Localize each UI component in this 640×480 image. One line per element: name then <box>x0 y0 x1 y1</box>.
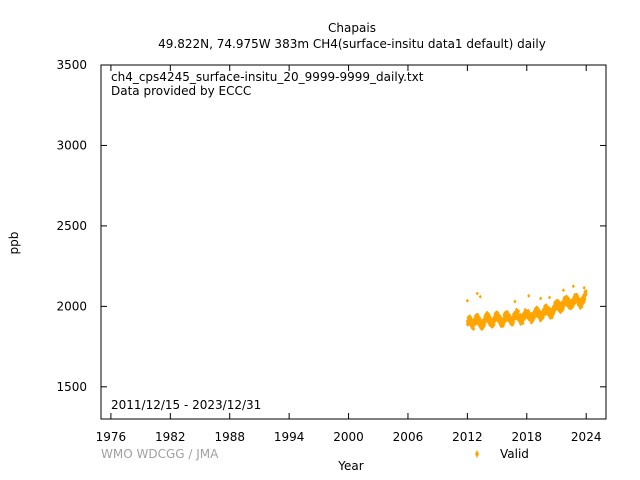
data-point <box>520 314 524 319</box>
x-tick-label: 1982 <box>155 430 186 444</box>
data-point-outlier <box>465 298 469 303</box>
data-point <box>516 309 521 314</box>
data-point <box>561 305 565 310</box>
data-point-outlier <box>527 293 531 298</box>
data-point <box>523 309 527 314</box>
provider-annotation: Data provided by ECCC <box>111 84 251 98</box>
data-point <box>516 311 520 316</box>
y-tick-label: 2500 <box>56 219 87 233</box>
x-tick-label: 1988 <box>214 430 245 444</box>
data-point <box>504 310 508 315</box>
data-point <box>580 304 584 309</box>
data-point-outlier <box>513 299 517 304</box>
data-point-outlier <box>547 295 552 300</box>
y-tick-label: 2000 <box>56 299 87 313</box>
data-point <box>553 307 557 312</box>
data-point <box>541 315 545 320</box>
data-point <box>471 327 476 332</box>
data-point <box>489 317 494 322</box>
x-tick-label: 2012 <box>452 430 483 444</box>
data-point-outlier <box>582 285 586 290</box>
data-point <box>467 317 472 322</box>
data-point-outlier <box>571 284 575 289</box>
y-axis-label: ppb <box>7 232 21 255</box>
filename-annotation: ch4_cps4245_surface-insitu_20_9999-9999_… <box>111 70 424 84</box>
data-point <box>488 314 492 319</box>
data-point <box>469 316 473 321</box>
y-tick-label: 3000 <box>56 138 87 152</box>
data-point <box>496 310 500 315</box>
data-point <box>532 316 536 321</box>
data-point <box>538 310 542 315</box>
data-point <box>468 314 472 319</box>
data-point <box>515 312 519 317</box>
data-point-outlier <box>475 291 479 296</box>
data-point <box>487 312 491 317</box>
y-tick-label: 3500 <box>56 58 87 72</box>
x-axis-label: Year <box>337 459 363 473</box>
data-point <box>507 312 511 317</box>
data-points <box>465 284 588 332</box>
data-point <box>527 315 531 320</box>
data-point-outlier <box>478 294 482 299</box>
x-tick-label: 2024 <box>571 430 602 444</box>
data-point <box>551 313 555 318</box>
data-point <box>493 314 497 319</box>
legend-marker <box>475 450 479 458</box>
data-point <box>583 296 587 301</box>
data-point <box>485 310 489 315</box>
chart-title: Chapais <box>328 21 376 35</box>
credit-text: WMO WDCGG / JMA <box>101 447 219 461</box>
data-point <box>492 322 496 327</box>
data-point <box>480 326 485 331</box>
data-point <box>521 321 525 326</box>
data-point <box>584 288 588 293</box>
legend-label-valid: Valid <box>500 447 529 461</box>
data-point <box>557 303 561 308</box>
data-point <box>470 319 474 324</box>
x-tick-label: 2018 <box>512 430 543 444</box>
y-axis: 1500 2000 2500 3000 3500 <box>56 58 606 394</box>
data-point <box>505 309 510 314</box>
data-point-outlier <box>539 296 543 301</box>
legend: Valid <box>475 447 529 461</box>
data-point <box>502 315 506 320</box>
data-point <box>476 314 481 319</box>
data-point <box>483 320 487 325</box>
data-point <box>584 292 588 297</box>
chart-subtitle: 49.822N, 74.975W 383m CH4(surface-insitu… <box>158 37 546 51</box>
period-annotation: 2011/12/15 - 2023/12/31 <box>111 398 261 412</box>
data-point <box>482 321 486 326</box>
y-tick-label: 1500 <box>56 380 87 394</box>
x-tick-label: 1994 <box>274 430 305 444</box>
plot-frame <box>100 64 607 420</box>
x-axis: 1976 1982 1988 1994 2000 2006 2012 2018 2024 <box>96 65 602 444</box>
data-point <box>510 316 514 321</box>
data-point-outlier <box>561 288 566 293</box>
data-point <box>538 318 543 323</box>
x-tick-label: 1976 <box>96 430 127 444</box>
x-tick-label: 2006 <box>393 430 424 444</box>
data-point <box>584 291 588 296</box>
data-point <box>482 323 486 328</box>
data-point <box>503 311 507 316</box>
x-tick-label: 2000 <box>333 430 364 444</box>
data-point <box>555 306 559 311</box>
data-point <box>537 315 542 320</box>
